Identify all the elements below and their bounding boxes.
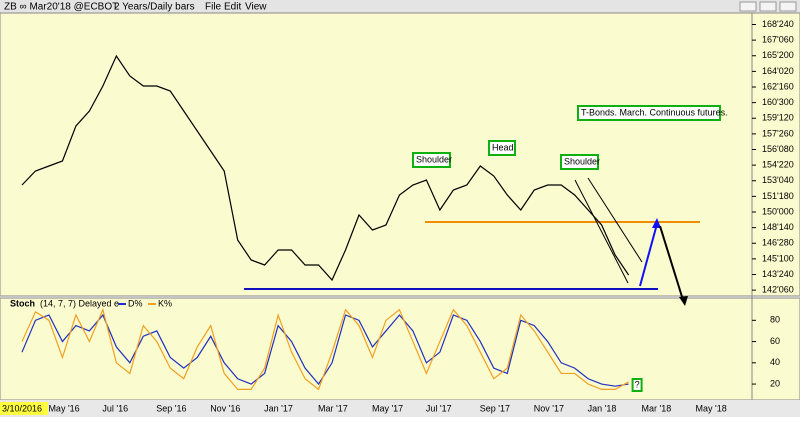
x-tick-label: May '18 [695,403,726,413]
annotation-box [577,105,721,121]
y-tick-label: 153'040 [762,175,794,185]
y-tick-label: 146'280 [762,238,794,248]
arrow-head [679,296,688,306]
x-tick-label: Nov '17 [534,403,564,413]
menu-file[interactable]: File [205,2,222,13]
x-tick-label: Mar '18 [642,403,672,413]
panel-subtitle: (14, 7, 7) Delayed e [40,298,119,308]
btn-close[interactable] [779,1,797,12]
x-tick-label: Nov '16 [210,403,240,413]
date-axis [0,400,800,417]
stoch-panel [0,297,800,401]
x-tick-label: Mar '17 [318,403,348,413]
y-tick-label: 60 [770,336,780,346]
x-tick-label: May '16 [48,403,79,413]
channel-line [587,177,643,263]
y-tick-label: 160'300 [762,97,794,107]
x-tick-label: 3/10/2016 [2,403,42,413]
x-tick-label: Jul '17 [426,403,452,413]
y-tick-label: 143'240 [762,269,794,279]
marker-box [631,378,643,392]
menu-edit[interactable]: Edit [224,2,241,13]
marker: ? [635,379,640,389]
y-tick-label: 40 [770,357,780,367]
annotation-box [488,140,516,156]
y-tick-label: 145'100 [762,253,794,263]
y-tick-label: 156'080 [762,144,794,154]
x-tick-label: Jan '18 [588,403,617,413]
price-panel [0,12,800,297]
x-tick-label: Sep '16 [156,403,186,413]
annotation: Head [492,142,514,152]
y-tick-label: 157'260 [762,128,794,138]
arrow-down [659,225,684,301]
y-tick-label: 142'060 [762,285,794,295]
y-tick-label: 154'220 [762,160,794,170]
arrow-head [652,218,661,228]
date-highlight [0,402,48,415]
y-tick-label: 151'180 [762,191,794,201]
y-tick-label: 168'240 [762,19,794,29]
channel-line [574,179,629,284]
y-tick-label: 162'160 [762,81,794,91]
annotation: T-Bonds. March. Continuous futures. [581,107,728,117]
annotation: Shoulder [564,156,600,166]
y-tick-label: 167'060 [762,35,794,45]
y-tick-label: 148'140 [762,222,794,232]
annotation-box [412,152,451,168]
arrow-up [639,223,658,287]
y-tick-label: 20 [770,378,780,388]
title-bar [0,0,800,13]
btn-max[interactable] [759,1,777,12]
window-period: 2 Years/Daily bars [114,2,195,13]
y-tick-label: 150'000 [762,206,794,216]
stoch-line [21,307,629,391]
x-tick-label: Jul '16 [102,403,128,413]
legend-label: K% [158,298,172,308]
legend-label: D% [128,298,143,308]
annotation: Shoulder [416,154,452,164]
x-tick-label: May '17 [372,403,403,413]
x-tick-label: Sep '17 [480,403,510,413]
panel-title: Stoch [10,298,35,308]
x-tick-label: Jan '17 [264,403,293,413]
price-line [21,54,630,282]
y-tick-label: 80 [770,315,780,325]
window-title: ZB ∞ Mar20'18 @ECBOT [4,2,118,13]
y-tick-label: 159'120 [762,113,794,123]
annotation-box [560,154,599,170]
menu-view[interactable]: View [245,2,267,13]
y-tick-label: 164'020 [762,66,794,76]
btn-min[interactable] [739,1,757,12]
y-tick-label: 165'200 [762,50,794,60]
